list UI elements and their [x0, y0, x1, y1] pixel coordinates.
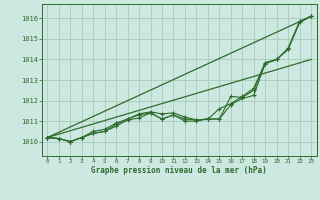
X-axis label: Graphe pression niveau de la mer (hPa): Graphe pression niveau de la mer (hPa): [91, 166, 267, 175]
